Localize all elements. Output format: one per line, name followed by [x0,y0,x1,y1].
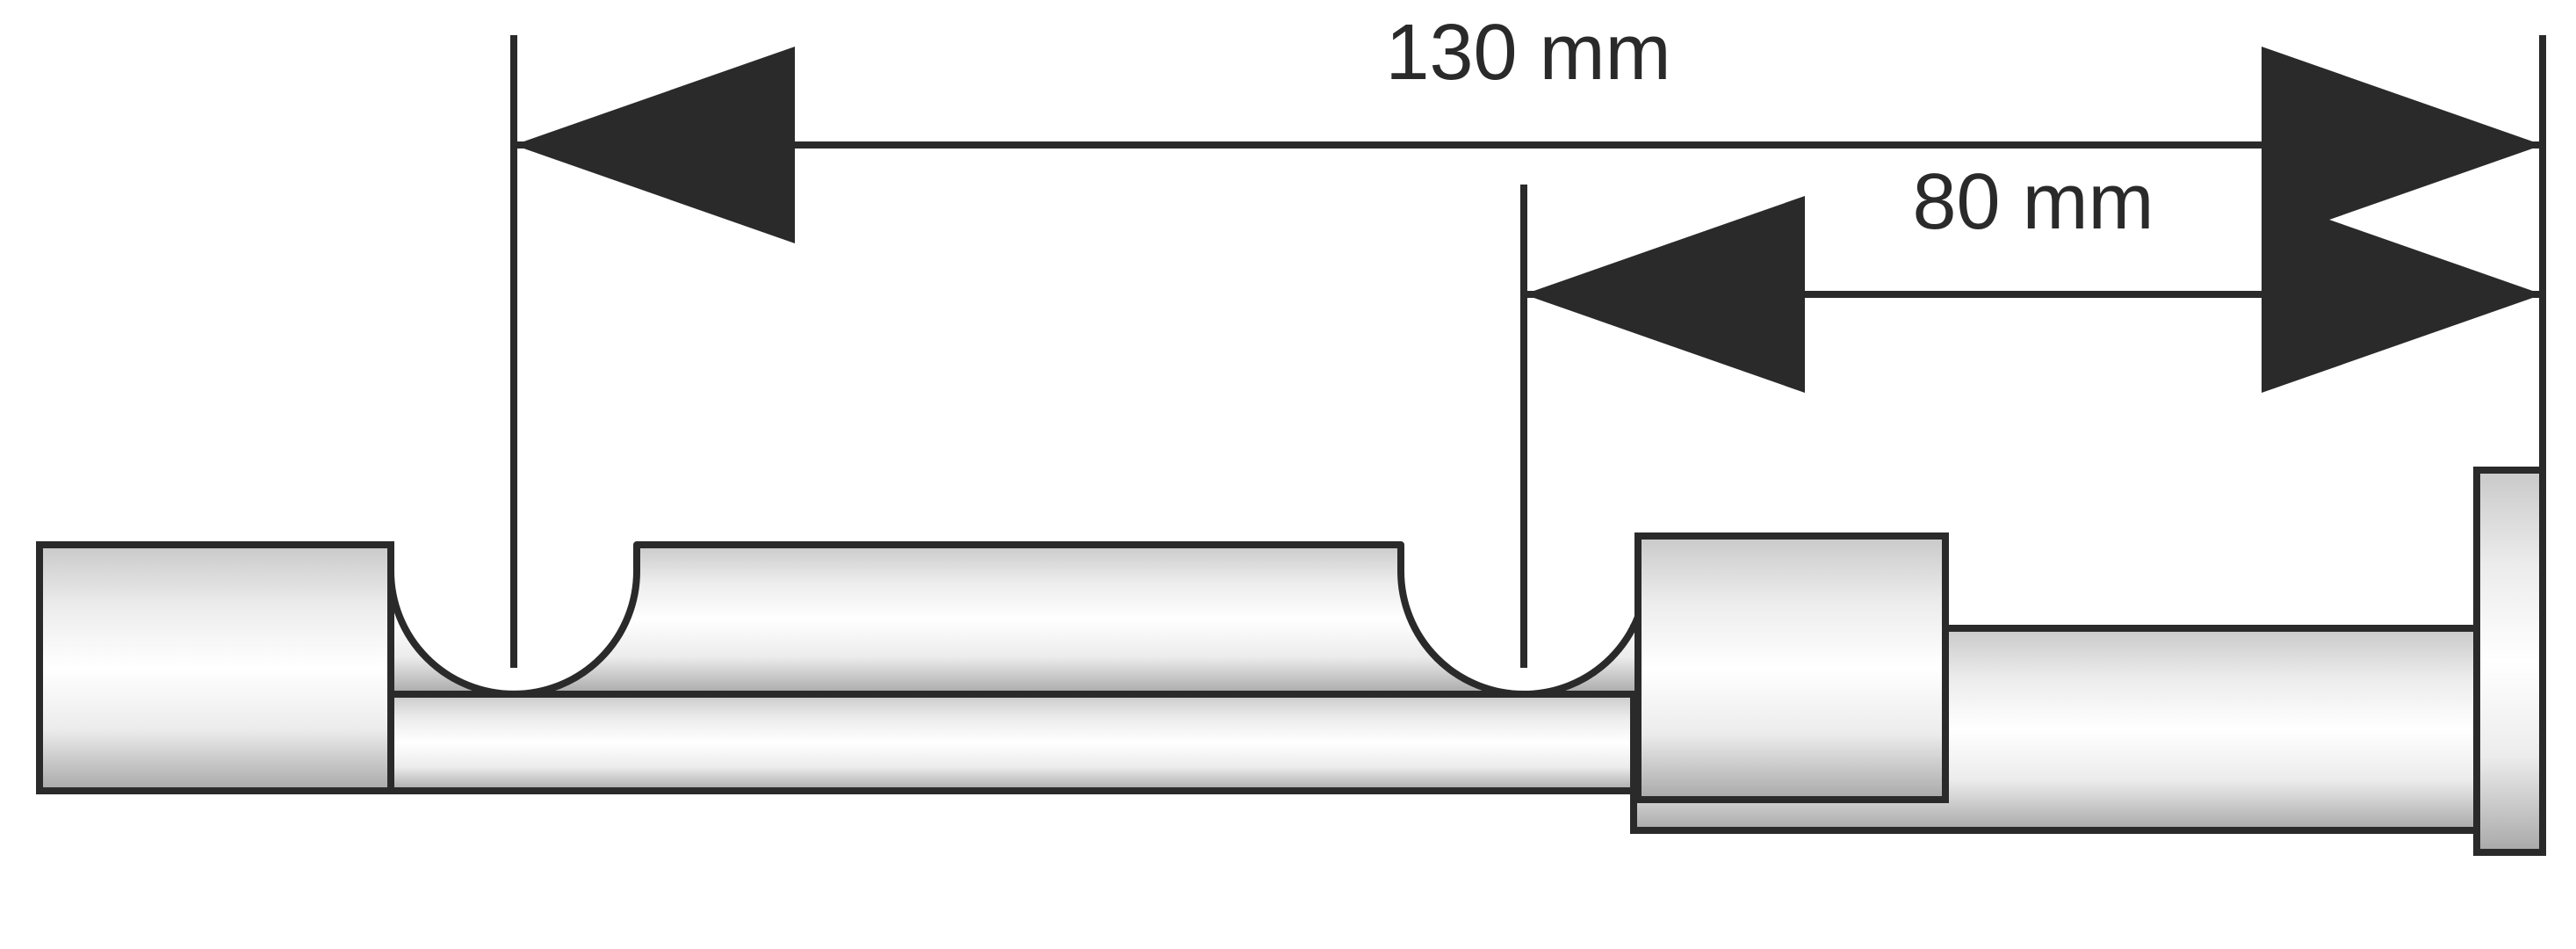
curtain-bracket-drawing [40,470,2543,852]
collar [1638,536,1945,800]
double-holder-block [391,545,1647,694]
thin-rod [391,694,1634,791]
end-cap [40,545,391,791]
dimension-label-80mm: 80 mm [1912,158,2154,246]
wall-plate [2477,470,2543,852]
dimension-label-130mm: 130 mm [1385,9,1670,97]
